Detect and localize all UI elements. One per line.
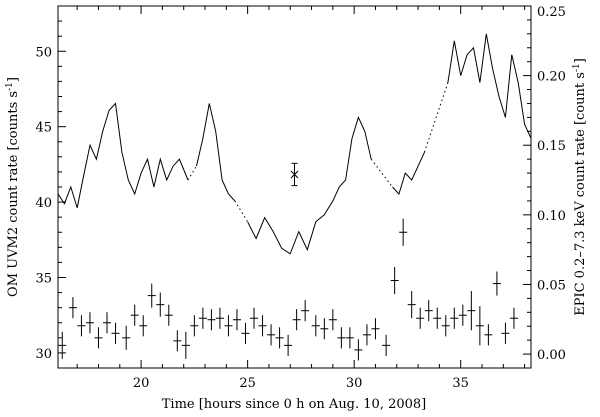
y-left-tick-label: 35 <box>35 272 52 287</box>
y-left-tick-label: 40 <box>35 196 52 211</box>
epic-gap-line <box>370 158 393 188</box>
y-left-tick-label: 45 <box>35 121 52 136</box>
y-right-tick-label: 0.10 <box>537 209 566 224</box>
epic-gap-line <box>423 82 449 153</box>
epic-segment <box>196 103 236 202</box>
y-right-tick-label: 0.20 <box>537 70 566 85</box>
y-axis-left-label: OM UVM2 count rate [counts s-1] <box>5 77 21 297</box>
epic-gap-line <box>187 165 197 181</box>
x-tick-label: 35 <box>452 376 469 391</box>
epic-segment <box>57 102 189 209</box>
y-axis-right-label: EPIC 0.2–7.3 keV count rate [count s-1] <box>572 58 588 316</box>
y-axis-left: 30 35 40 45 50 <box>35 20 66 362</box>
x-axis-label: Time [hours since 0 h on Aug. 10, 2008] <box>162 397 427 412</box>
y-left-tick-label: 50 <box>35 45 52 60</box>
x-axis: 20 25 30 35 <box>76 6 526 391</box>
x-tick-label: 20 <box>133 376 150 391</box>
y-right-tick-label: 0.05 <box>537 278 566 293</box>
y-right-tick-label: 0.00 <box>537 348 566 363</box>
x-tick-label: 30 <box>346 376 363 391</box>
y-axis-right: 0.00 0.05 0.10 0.15 0.20 0.25 <box>523 5 566 363</box>
epic-segment <box>447 33 532 139</box>
epic-segment <box>392 151 425 195</box>
x-tick-label: 25 <box>239 376 256 391</box>
y-left-tick-label: 30 <box>35 347 52 362</box>
epic-segment <box>247 115 372 255</box>
representative-marker <box>290 170 299 179</box>
y-right-tick-label: 0.25 <box>537 5 566 20</box>
y-right-tick-label: 0.15 <box>537 139 566 154</box>
